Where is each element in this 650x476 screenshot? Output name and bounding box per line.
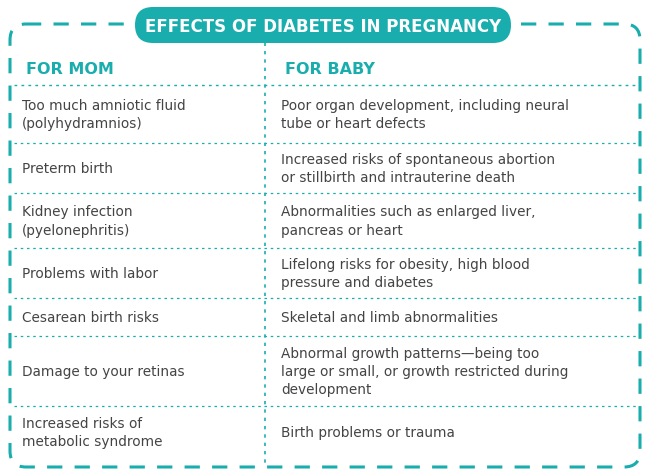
- Text: Preterm birth: Preterm birth: [22, 162, 113, 176]
- Text: Skeletal and limb abnormalities: Skeletal and limb abnormalities: [281, 310, 498, 324]
- Text: Increased risks of spontaneous abortion
or stillbirth and intrauterine death: Increased risks of spontaneous abortion …: [281, 152, 555, 185]
- Text: Damage to your retinas: Damage to your retinas: [22, 364, 185, 378]
- Text: Increased risks of
metabolic syndrome: Increased risks of metabolic syndrome: [22, 416, 162, 448]
- FancyBboxPatch shape: [10, 25, 640, 467]
- Text: Kidney infection
(pyelonephritis): Kidney infection (pyelonephritis): [22, 205, 133, 237]
- Text: Lifelong risks for obesity, high blood
pressure and diabetes: Lifelong risks for obesity, high blood p…: [281, 257, 530, 289]
- Text: Poor organ development, including neural
tube or heart defects: Poor organ development, including neural…: [281, 99, 569, 131]
- Text: Abnormalities such as enlarged liver,
pancreas or heart: Abnormalities such as enlarged liver, pa…: [281, 205, 536, 237]
- Text: Problems with labor: Problems with labor: [22, 267, 158, 280]
- Text: FOR BABY: FOR BABY: [285, 61, 375, 76]
- Text: Cesarean birth risks: Cesarean birth risks: [22, 310, 159, 324]
- Text: Too much amniotic fluid
(polyhydramnios): Too much amniotic fluid (polyhydramnios): [22, 99, 186, 131]
- Text: FOR MOM: FOR MOM: [26, 61, 114, 76]
- Text: EFFECTS OF DIABETES IN PREGNANCY: EFFECTS OF DIABETES IN PREGNANCY: [145, 18, 501, 35]
- FancyBboxPatch shape: [135, 8, 511, 44]
- Text: Birth problems or trauma: Birth problems or trauma: [281, 425, 455, 439]
- Text: Abnormal growth patterns—being too
large or small, or growth restricted during
d: Abnormal growth patterns—being too large…: [281, 346, 568, 397]
